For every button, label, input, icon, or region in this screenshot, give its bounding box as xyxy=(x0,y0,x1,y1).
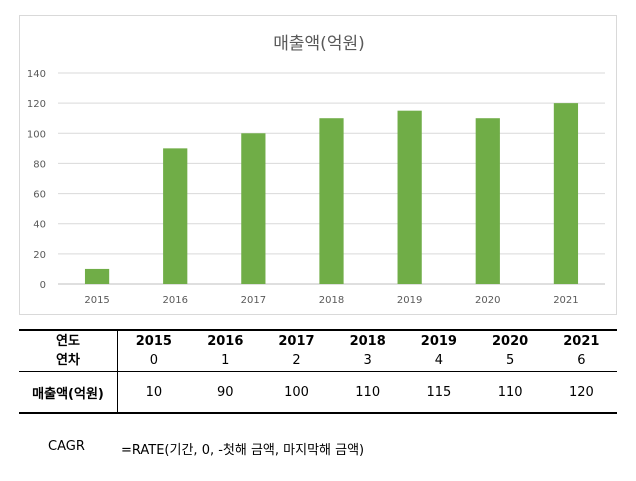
y-tick-label: 40 xyxy=(33,220,46,231)
y-tick-label: 60 xyxy=(33,190,46,201)
offset-value: 5 xyxy=(505,353,515,368)
year-cell: 2019 4 xyxy=(403,329,475,372)
year-value: 2021 xyxy=(563,334,600,349)
year-cell: 2015 0 xyxy=(117,329,190,372)
year-cell: 2020 5 xyxy=(474,329,546,372)
year-offset-row: 연도 연차 2015 0 2016 1 2017 2 2018 3 2019 4 2020… xyxy=(19,329,617,372)
offset-value: 0 xyxy=(149,353,158,368)
revenue-row: 매출액(억원) 10 90 100 110 115 110 120 xyxy=(19,371,617,414)
x-tick-label: 2021 xyxy=(553,295,578,306)
chart-title: 매출액(억원) xyxy=(273,34,364,54)
data-table: 연도 연차 2015 0 2016 1 2017 2 2018 3 2019 4 2020… xyxy=(19,329,617,414)
y-tick-label: 140 xyxy=(27,69,46,80)
revenue-label: 매출액(억원) xyxy=(19,371,118,414)
year-cell: 2021 6 xyxy=(545,329,617,372)
y-tick-label: 100 xyxy=(27,129,46,140)
year-offset-label-cell: 연도 연차 xyxy=(19,329,118,372)
cagr-label: CAGR xyxy=(48,439,85,454)
x-tick-label: 2018 xyxy=(319,295,344,306)
year-value: 2018 xyxy=(349,334,386,349)
x-tick-label: 2015 xyxy=(84,295,109,306)
x-axis-ticks: 2015 2016 2017 2018 2019 2020 2021 xyxy=(84,295,578,306)
revenue-cell: 100 xyxy=(260,371,333,414)
x-tick-label: 2020 xyxy=(475,295,500,306)
x-tick-label: 2017 xyxy=(241,295,266,306)
x-tick-label: 2019 xyxy=(397,295,422,306)
offset-value: 2 xyxy=(292,353,301,368)
year-label: 연도 xyxy=(56,334,80,349)
bar-2016 xyxy=(163,148,188,284)
bar-2017 xyxy=(241,133,266,284)
year-cell: 2017 2 xyxy=(260,329,333,372)
revenue-cell: 115 xyxy=(403,371,475,414)
year-value: 2020 xyxy=(492,334,529,349)
offset-value: 3 xyxy=(363,353,372,368)
bars xyxy=(84,103,579,285)
revenue-cell: 120 xyxy=(545,371,617,414)
bar-2020 xyxy=(475,118,500,284)
y-tick-label: 20 xyxy=(33,250,46,261)
bar-2019 xyxy=(397,110,422,284)
revenue-cell: 90 xyxy=(189,371,261,414)
offset-label: 연차 xyxy=(56,353,80,368)
cagr-formula: =RATE(기간, 0, -첫해 금액, 마지막해 금액) xyxy=(121,443,365,458)
y-axis-ticks: 0 20 40 60 80 100 120 140 xyxy=(27,69,46,291)
offset-value: 6 xyxy=(577,353,586,368)
bar-2015 xyxy=(84,268,110,284)
y-tick-label: 0 xyxy=(40,280,46,291)
year-cell: 2016 1 xyxy=(189,329,261,372)
bar-2018 xyxy=(319,118,344,284)
y-tick-label: 80 xyxy=(33,159,46,170)
offset-value: 4 xyxy=(434,353,444,368)
year-cell: 2018 3 xyxy=(332,329,404,372)
year-value: 2017 xyxy=(278,334,315,349)
offset-value: 1 xyxy=(221,353,230,368)
revenue-cell: 110 xyxy=(474,371,546,414)
y-tick-label: 120 xyxy=(27,99,46,110)
year-value: 2019 xyxy=(420,334,457,349)
revenue-cell: 10 xyxy=(117,371,190,414)
bar-2021 xyxy=(553,103,579,285)
year-value: 2015 xyxy=(135,334,172,349)
chart-frame: 매출액(억원) 0 20 40 60 80 100 120 140 2015 2016 2017 2… xyxy=(19,15,617,315)
x-tick-label: 2016 xyxy=(162,295,187,306)
year-value: 2016 xyxy=(207,334,244,349)
revenue-cell: 110 xyxy=(332,371,404,414)
